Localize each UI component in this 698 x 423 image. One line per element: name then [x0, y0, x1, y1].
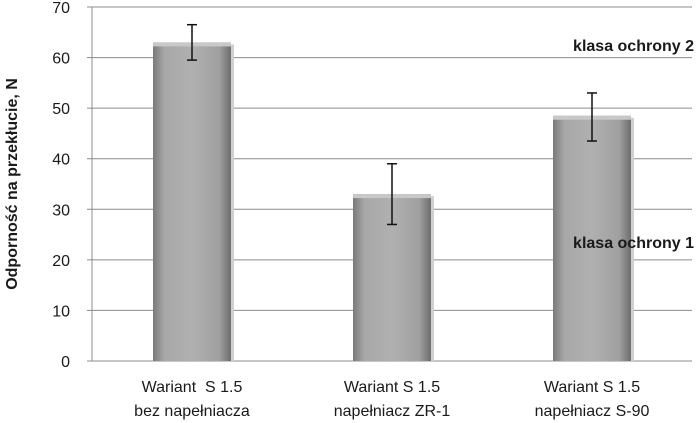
- bars: [153, 42, 634, 362]
- y-tick-label: 10: [52, 303, 70, 320]
- labels: 0 10 20 30 40 50 60 70 Wariant S 1.5 bez napełnia…: [4, 0, 694, 420]
- y-axis-label: Odporność na przekłucie, N: [4, 78, 21, 290]
- x-tick-label: bez napełniacza: [134, 403, 250, 420]
- x-tick-label: napełniacz S-90: [535, 403, 650, 420]
- x-tick-label: Wariant S 1.5: [142, 379, 243, 396]
- error-bars: [187, 23, 597, 226]
- x-tick-label: Wariant S 1.5: [344, 379, 440, 396]
- x-tick-label: Wariant S 1.5: [544, 379, 640, 396]
- annotation-label: klasa ochrony 1: [573, 235, 694, 252]
- bar: [153, 42, 231, 362]
- x-tick-label: napełniacz ZR-1: [334, 403, 451, 420]
- y-tick-label: 60: [52, 51, 70, 68]
- y-tick-label: 20: [52, 253, 70, 270]
- y-tick-label: 30: [52, 202, 70, 219]
- bar: [553, 115, 631, 361]
- y-tick-label: 40: [52, 152, 70, 169]
- y-tick-label: 50: [52, 101, 70, 118]
- annotation-label: klasa ochrony 2: [573, 38, 694, 55]
- y-tick-label: 70: [52, 0, 70, 17]
- y-tick-label: 0: [61, 354, 70, 371]
